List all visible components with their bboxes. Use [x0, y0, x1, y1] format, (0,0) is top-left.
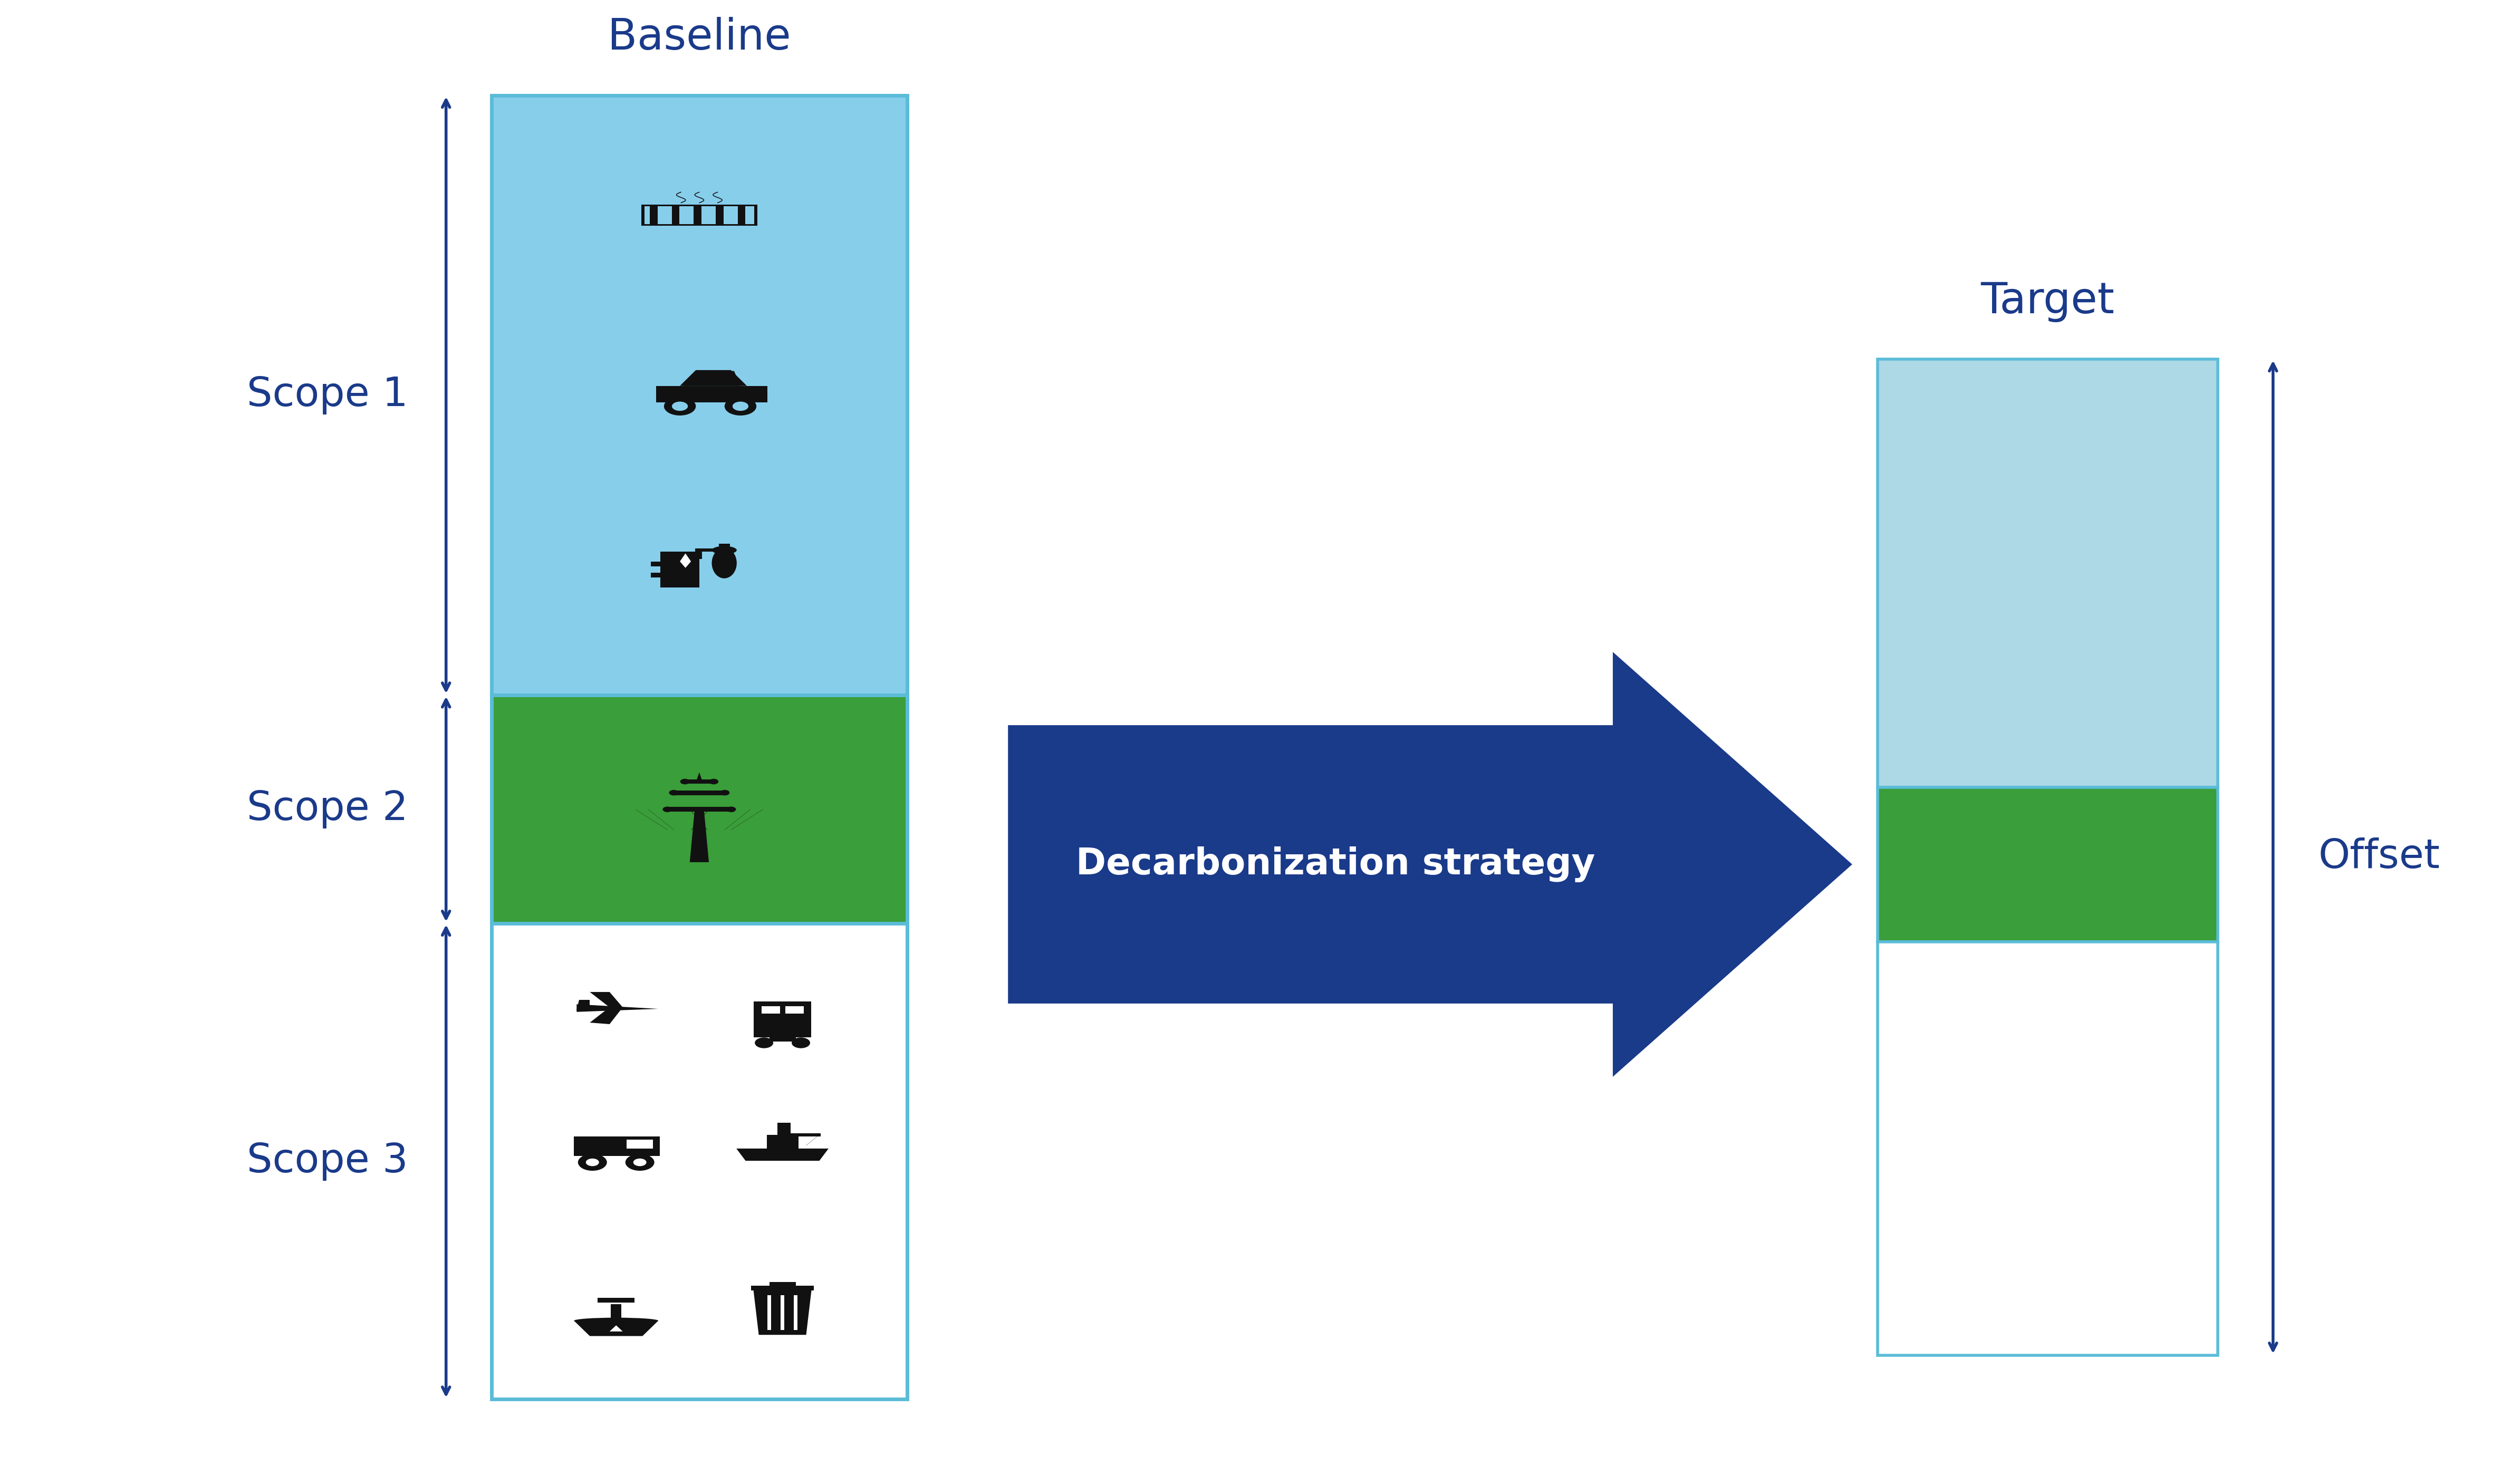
FancyBboxPatch shape — [693, 207, 701, 224]
FancyBboxPatch shape — [738, 207, 746, 224]
Circle shape — [663, 807, 673, 812]
Ellipse shape — [711, 546, 736, 554]
Circle shape — [668, 790, 678, 795]
FancyBboxPatch shape — [769, 1282, 796, 1286]
FancyBboxPatch shape — [643, 205, 756, 226]
FancyBboxPatch shape — [491, 694, 907, 923]
FancyBboxPatch shape — [597, 1298, 635, 1302]
Polygon shape — [680, 371, 746, 385]
FancyBboxPatch shape — [491, 95, 907, 694]
FancyBboxPatch shape — [660, 552, 701, 587]
FancyBboxPatch shape — [650, 573, 663, 577]
Polygon shape — [683, 371, 759, 385]
Circle shape — [791, 1037, 809, 1047]
Text: Offset: Offset — [2318, 838, 2439, 876]
FancyBboxPatch shape — [781, 1295, 784, 1330]
FancyBboxPatch shape — [696, 549, 703, 560]
Circle shape — [680, 779, 690, 784]
FancyBboxPatch shape — [668, 807, 731, 812]
FancyBboxPatch shape — [789, 1134, 822, 1137]
FancyBboxPatch shape — [622, 1137, 660, 1156]
FancyBboxPatch shape — [794, 1295, 799, 1330]
Polygon shape — [753, 1291, 811, 1335]
Polygon shape — [575, 1321, 658, 1336]
FancyBboxPatch shape — [1877, 359, 2218, 787]
Circle shape — [633, 1159, 648, 1166]
Circle shape — [708, 779, 718, 784]
FancyBboxPatch shape — [766, 1295, 771, 1330]
FancyBboxPatch shape — [786, 1006, 804, 1014]
FancyBboxPatch shape — [627, 1140, 653, 1149]
FancyBboxPatch shape — [650, 561, 663, 567]
Polygon shape — [1008, 652, 1852, 1077]
Circle shape — [756, 1037, 774, 1047]
Text: Scope 1: Scope 1 — [247, 375, 408, 415]
Circle shape — [726, 807, 736, 812]
FancyBboxPatch shape — [685, 779, 713, 784]
Polygon shape — [590, 1008, 622, 1024]
Polygon shape — [696, 772, 703, 781]
Circle shape — [585, 1159, 600, 1166]
FancyBboxPatch shape — [761, 1006, 779, 1014]
Circle shape — [625, 1154, 655, 1171]
FancyBboxPatch shape — [575, 1137, 627, 1156]
Text: Target: Target — [1981, 281, 2114, 322]
FancyBboxPatch shape — [673, 207, 680, 224]
FancyBboxPatch shape — [718, 544, 731, 546]
Text: Scope 2: Scope 2 — [247, 790, 408, 829]
Ellipse shape — [575, 1317, 658, 1324]
FancyBboxPatch shape — [491, 923, 907, 1399]
FancyBboxPatch shape — [1877, 787, 2218, 942]
Text: Decarbonization strategy: Decarbonization strategy — [1076, 847, 1595, 882]
FancyBboxPatch shape — [751, 1286, 814, 1291]
Ellipse shape — [711, 548, 736, 579]
Text: Scope 3: Scope 3 — [247, 1141, 408, 1181]
Polygon shape — [577, 999, 590, 1011]
Polygon shape — [610, 1326, 622, 1332]
FancyBboxPatch shape — [655, 385, 769, 403]
FancyBboxPatch shape — [716, 207, 723, 224]
FancyBboxPatch shape — [766, 1135, 799, 1149]
FancyBboxPatch shape — [696, 548, 723, 552]
Polygon shape — [577, 1004, 658, 1012]
Circle shape — [721, 790, 731, 795]
Circle shape — [726, 397, 756, 416]
Polygon shape — [736, 1149, 829, 1160]
Polygon shape — [590, 992, 622, 1008]
Circle shape — [733, 401, 748, 410]
Polygon shape — [680, 554, 690, 568]
FancyBboxPatch shape — [645, 207, 753, 224]
FancyBboxPatch shape — [673, 791, 726, 795]
FancyBboxPatch shape — [776, 1122, 791, 1137]
FancyBboxPatch shape — [753, 1002, 811, 1034]
Circle shape — [663, 397, 696, 416]
FancyBboxPatch shape — [753, 1031, 811, 1037]
Circle shape — [673, 401, 688, 410]
Text: Baseline: Baseline — [607, 18, 791, 59]
Circle shape — [577, 1154, 607, 1171]
Polygon shape — [690, 812, 708, 863]
FancyBboxPatch shape — [650, 207, 658, 224]
FancyBboxPatch shape — [1877, 942, 2218, 1355]
FancyBboxPatch shape — [610, 1304, 622, 1321]
FancyBboxPatch shape — [769, 1036, 796, 1042]
